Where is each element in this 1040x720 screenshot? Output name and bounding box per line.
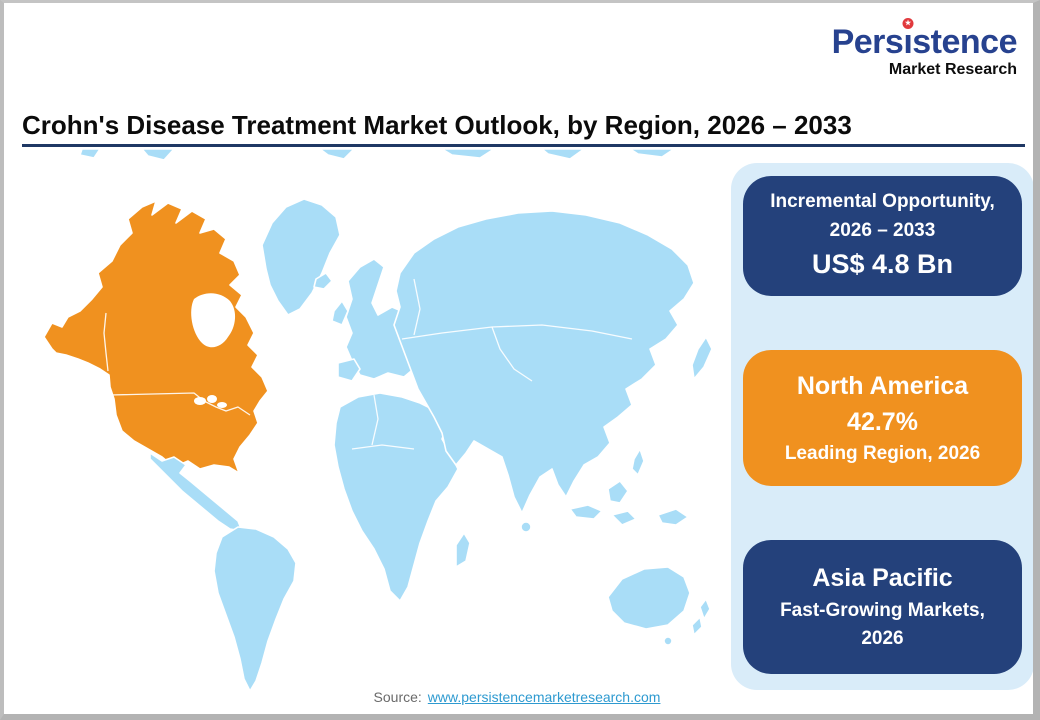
japan-region: [691, 336, 713, 380]
info-panel: Incremental Opportunity, 2026 – 2033 US$…: [731, 163, 1033, 690]
logo-subtitle: Market Research: [888, 61, 1017, 78]
great-lakes: [217, 402, 227, 408]
new-zealand-region: [691, 616, 703, 636]
great-lakes: [194, 397, 206, 405]
mexico-central-america-region: [149, 452, 243, 532]
card-heading-line: Incremental Opportunity,: [770, 191, 995, 213]
australia-region: [607, 566, 691, 630]
card-caption: Leading Region, 2026: [784, 443, 981, 464]
indonesia-region: [611, 510, 637, 526]
africa-borders: [351, 444, 415, 450]
great-lakes: [207, 395, 217, 403]
africa-region: [333, 392, 459, 602]
greenland-region: [261, 198, 341, 316]
source-link[interactable]: www.persistencemarketresearch.com: [427, 689, 661, 705]
asia-borders: [413, 278, 421, 336]
page-title: Crohn's Disease Treatment Market Outlook…: [22, 110, 852, 140]
sri-lanka-region: [520, 521, 532, 533]
us-canada-border: [109, 392, 251, 416]
alaska-canada-border: [103, 312, 109, 372]
card-region-title: Asia Pacific: [812, 564, 953, 593]
card-value: US$ 4.8 Bn: [811, 249, 954, 280]
card-caption: Fast-Growing Markets,: [780, 599, 985, 621]
asia-borders: [491, 326, 533, 382]
hudson-bay: [191, 293, 236, 348]
indonesia-region: [569, 504, 603, 520]
logo-dotless-i: ı: [903, 23, 913, 61]
source-label: Source:: [373, 689, 422, 705]
card-region-title: North America: [796, 371, 969, 400]
south-america-region: [213, 526, 297, 692]
logo-letter-i: ı ★: [902, 18, 914, 61]
tasmania-region: [663, 636, 673, 646]
title-underline: [22, 144, 1025, 147]
incremental-opportunity-card: Incremental Opportunity, 2026 – 2033 US$…: [743, 176, 1022, 296]
world-map: [43, 149, 713, 692]
logo-brand-post: stence: [912, 23, 1017, 61]
north-america-region: [43, 200, 269, 474]
africa-borders: [371, 394, 379, 446]
source-line: Source: www.persistencemarketresearch.com: [4, 689, 1030, 705]
asia-pacific-card: Asia Pacific Fast-Growing Markets, 2026: [743, 540, 1022, 674]
logo-star-dot-icon: ★: [902, 18, 914, 29]
asia-borders: [401, 324, 633, 340]
arctic-fragments: [79, 149, 675, 161]
borneo-region: [607, 480, 629, 504]
north-america-card: North America 42.7% Leading Region, 2026: [743, 350, 1022, 486]
iceland-region: [313, 272, 333, 290]
logo: Persı ★ stence Market Research: [831, 18, 1017, 78]
card-caption: 2026: [861, 628, 904, 650]
iberia-region: [337, 358, 361, 382]
card-share-value: 42.7%: [847, 407, 918, 436]
logo-brand: Persı ★ stence: [831, 18, 1017, 61]
philippines-region: [631, 448, 645, 476]
uk-region: [331, 300, 349, 326]
madagascar-region: [455, 532, 471, 568]
new-zealand-region: [699, 598, 711, 620]
logo-brand-pre: Pers: [831, 23, 904, 61]
star-icon: ★: [904, 20, 911, 27]
new-guinea-region: [657, 508, 689, 526]
asia-region: [393, 210, 695, 514]
card-period: 2026 – 2033: [829, 219, 936, 241]
